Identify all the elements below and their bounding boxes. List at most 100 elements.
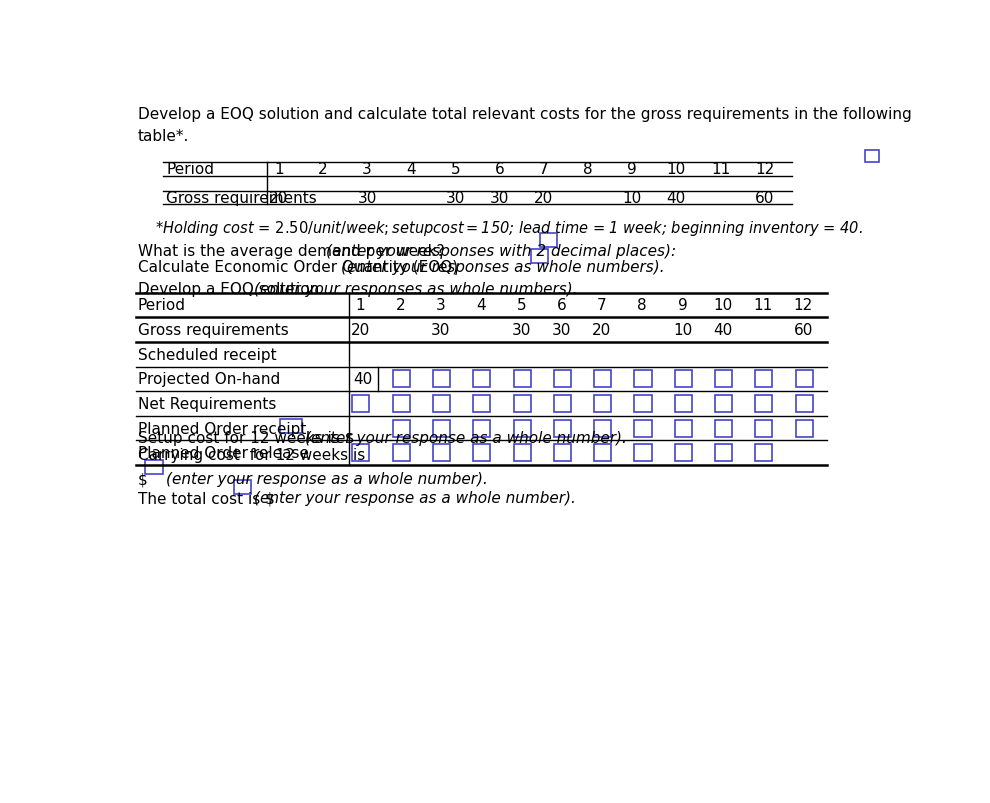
- Text: (enter your responses as whole numbers).: (enter your responses as whole numbers).: [341, 260, 664, 275]
- Text: 1: 1: [274, 162, 283, 177]
- Bar: [675, 396, 692, 413]
- Text: Setup cost for 12 weeks is $: Setup cost for 12 weeks is $: [138, 430, 354, 445]
- Text: 6: 6: [556, 298, 566, 313]
- Bar: [514, 445, 531, 462]
- Text: 8: 8: [638, 298, 647, 313]
- Bar: [594, 420, 611, 437]
- Bar: [755, 420, 772, 437]
- Text: 10: 10: [666, 162, 686, 177]
- Text: 20: 20: [535, 191, 553, 206]
- Text: Carrying cost  for 12 weeks is: Carrying cost for 12 weeks is: [138, 448, 365, 463]
- Text: 30: 30: [431, 323, 450, 337]
- Text: (enter your response as a whole number).: (enter your response as a whole number).: [254, 491, 576, 506]
- Bar: [393, 371, 410, 388]
- Bar: [433, 371, 450, 388]
- Text: Projected On-hand: Projected On-hand: [138, 372, 280, 387]
- Text: 7: 7: [597, 298, 607, 313]
- Bar: [514, 371, 531, 388]
- Text: (enter your response as a whole number).: (enter your response as a whole number).: [305, 430, 627, 445]
- Bar: [864, 151, 878, 162]
- Bar: [553, 396, 571, 413]
- Text: 60: 60: [755, 191, 774, 206]
- Bar: [473, 396, 490, 413]
- Text: 7: 7: [539, 162, 548, 177]
- Text: 9: 9: [628, 162, 637, 177]
- Text: 6: 6: [495, 162, 505, 177]
- Text: 10: 10: [713, 298, 733, 313]
- Bar: [532, 251, 548, 264]
- Text: 3: 3: [362, 162, 372, 177]
- Text: 11: 11: [711, 162, 731, 177]
- Text: Gross requirements: Gross requirements: [138, 323, 288, 337]
- Text: 8: 8: [583, 162, 593, 177]
- Bar: [352, 445, 369, 462]
- Text: 3: 3: [436, 298, 446, 313]
- Text: (enter your responses as whole numbers).: (enter your responses as whole numbers).: [254, 282, 578, 296]
- Bar: [796, 396, 813, 413]
- Text: What is the average demand per week?: What is the average demand per week?: [138, 244, 449, 259]
- Text: 12: 12: [755, 162, 774, 177]
- Bar: [352, 396, 369, 413]
- Text: 20: 20: [592, 323, 612, 337]
- Text: 60: 60: [794, 323, 813, 337]
- Text: 10: 10: [623, 191, 642, 206]
- Bar: [755, 371, 772, 388]
- Bar: [433, 445, 450, 462]
- Text: 20: 20: [269, 191, 288, 206]
- Text: 2: 2: [318, 162, 328, 177]
- Text: 12: 12: [794, 298, 813, 313]
- Text: 40: 40: [713, 323, 733, 337]
- Bar: [715, 396, 733, 413]
- Bar: [635, 371, 651, 388]
- Text: Scheduled receipt: Scheduled receipt: [138, 347, 276, 362]
- Bar: [755, 445, 772, 462]
- Bar: [433, 396, 450, 413]
- Bar: [715, 371, 733, 388]
- Text: Develop a EOQ solution: Develop a EOQ solution: [138, 282, 324, 296]
- Text: Calculate Economic Order Quantity (EOQ): Calculate Economic Order Quantity (EOQ): [138, 260, 462, 275]
- Bar: [433, 420, 450, 437]
- Text: 1: 1: [355, 298, 365, 313]
- Bar: [675, 420, 692, 437]
- Text: Period: Period: [166, 162, 215, 177]
- Text: 40: 40: [353, 372, 373, 387]
- Text: Planned Order receipt: Planned Order receipt: [138, 421, 306, 436]
- Bar: [393, 396, 410, 413]
- Text: Planned Order release: Planned Order release: [138, 446, 309, 461]
- Text: 5: 5: [450, 162, 460, 177]
- Bar: [675, 371, 692, 388]
- Bar: [715, 420, 733, 437]
- Text: 30: 30: [446, 191, 465, 206]
- Text: 40: 40: [666, 191, 686, 206]
- Text: Gross requirements: Gross requirements: [166, 191, 317, 206]
- Bar: [473, 371, 490, 388]
- Text: 30: 30: [490, 191, 509, 206]
- Bar: [280, 419, 302, 433]
- Bar: [796, 371, 813, 388]
- Text: 4: 4: [476, 298, 486, 313]
- Bar: [473, 420, 490, 437]
- Bar: [755, 396, 772, 413]
- Bar: [235, 480, 251, 494]
- Text: 5: 5: [517, 298, 526, 313]
- Text: 2: 2: [396, 298, 405, 313]
- Bar: [514, 420, 531, 437]
- Bar: [514, 396, 531, 413]
- Bar: [796, 420, 813, 437]
- Bar: [553, 420, 571, 437]
- Bar: [635, 445, 651, 462]
- Text: 30: 30: [552, 323, 571, 337]
- Text: 11: 11: [753, 298, 773, 313]
- Text: 4: 4: [407, 162, 416, 177]
- Text: $: $: [138, 471, 148, 487]
- Text: 20: 20: [350, 323, 369, 337]
- Text: Net Requirements: Net Requirements: [138, 397, 276, 411]
- Text: The total cost is $: The total cost is $: [138, 491, 274, 506]
- Text: (enter your responses with 2 decimal places):: (enter your responses with 2 decimal pla…: [326, 244, 675, 259]
- Bar: [553, 371, 571, 388]
- Bar: [635, 396, 651, 413]
- Text: Period: Period: [138, 298, 186, 313]
- Bar: [675, 445, 692, 462]
- Text: (enter your response as a whole number).: (enter your response as a whole number).: [165, 471, 487, 487]
- Bar: [635, 420, 651, 437]
